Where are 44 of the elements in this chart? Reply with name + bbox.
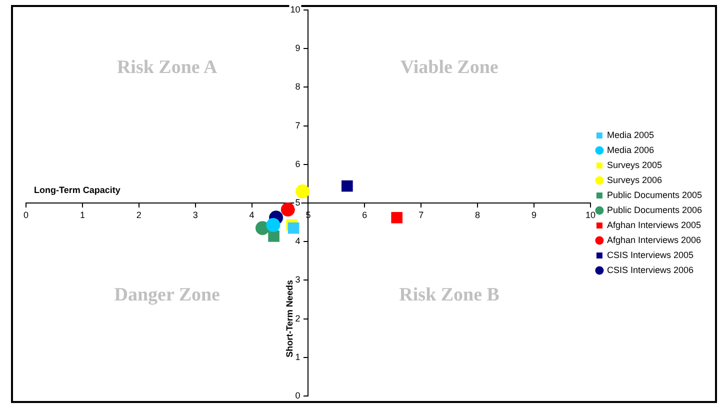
y-tick-label: 10 — [290, 4, 300, 14]
x-tick-label: 0 — [23, 210, 29, 220]
legend-label: Surveys 2005 — [606, 160, 662, 170]
legend-label: Public Documents 2005 — [606, 190, 702, 200]
y-tick-label: 9 — [295, 43, 300, 54]
annotation: Danger Zone — [114, 284, 220, 306]
point — [296, 184, 310, 198]
x-tick-label: 2 — [136, 210, 142, 220]
x-tick-label: 1 — [80, 210, 85, 220]
x-tick-label: 3 — [192, 210, 198, 220]
y-tick-label: 8 — [295, 82, 300, 92]
y-tick-label: 4 — [295, 236, 300, 246]
y-axis-title: Short-Term Needs — [284, 280, 295, 358]
point — [342, 180, 353, 192]
x-tick-label: 8 — [475, 210, 480, 220]
legend-label: CSIS Interviews 2006 — [606, 264, 694, 275]
legend-label: Public Documents 2006 — [606, 204, 702, 215]
legend-label: CSIS Interviews 2005 — [606, 250, 694, 260]
y-tick-label: 2 — [295, 313, 300, 324]
legend-label: Afghan Interviews 2005 — [606, 220, 702, 230]
legend-label: Afghan Interviews 2006 — [606, 234, 702, 245]
annotation: Risk Zone A — [116, 56, 218, 78]
annotation: Viable Zone — [400, 56, 498, 78]
legend-label: Surveys 2006 — [606, 174, 662, 185]
x-tick-label: 7 — [418, 210, 424, 220]
y-tick-label: 7 — [295, 120, 300, 130]
legend-label: Media 2006 — [606, 144, 654, 155]
y-tick-label: 0 — [295, 390, 300, 400]
y-tick-label: 3 — [295, 274, 300, 285]
point — [288, 222, 300, 234]
y-tick-label: 1 — [295, 352, 300, 362]
y-tick-label: 5 — [295, 197, 300, 208]
y-tick-label: 6 — [295, 158, 300, 169]
point — [266, 218, 280, 232]
legend-label: Media 2005 — [606, 130, 654, 140]
point — [268, 230, 280, 242]
x-tick-label: 4 — [249, 210, 254, 220]
annotation: Risk Zone B — [399, 284, 500, 306]
x-tick-label: 6 — [362, 210, 368, 220]
x-tick-label: 9 — [531, 210, 537, 220]
x-axis-title: Long-Term Capacity — [34, 184, 120, 195]
x-tick-label: 10 — [585, 210, 596, 220]
point — [391, 212, 402, 224]
point — [280, 202, 295, 217]
